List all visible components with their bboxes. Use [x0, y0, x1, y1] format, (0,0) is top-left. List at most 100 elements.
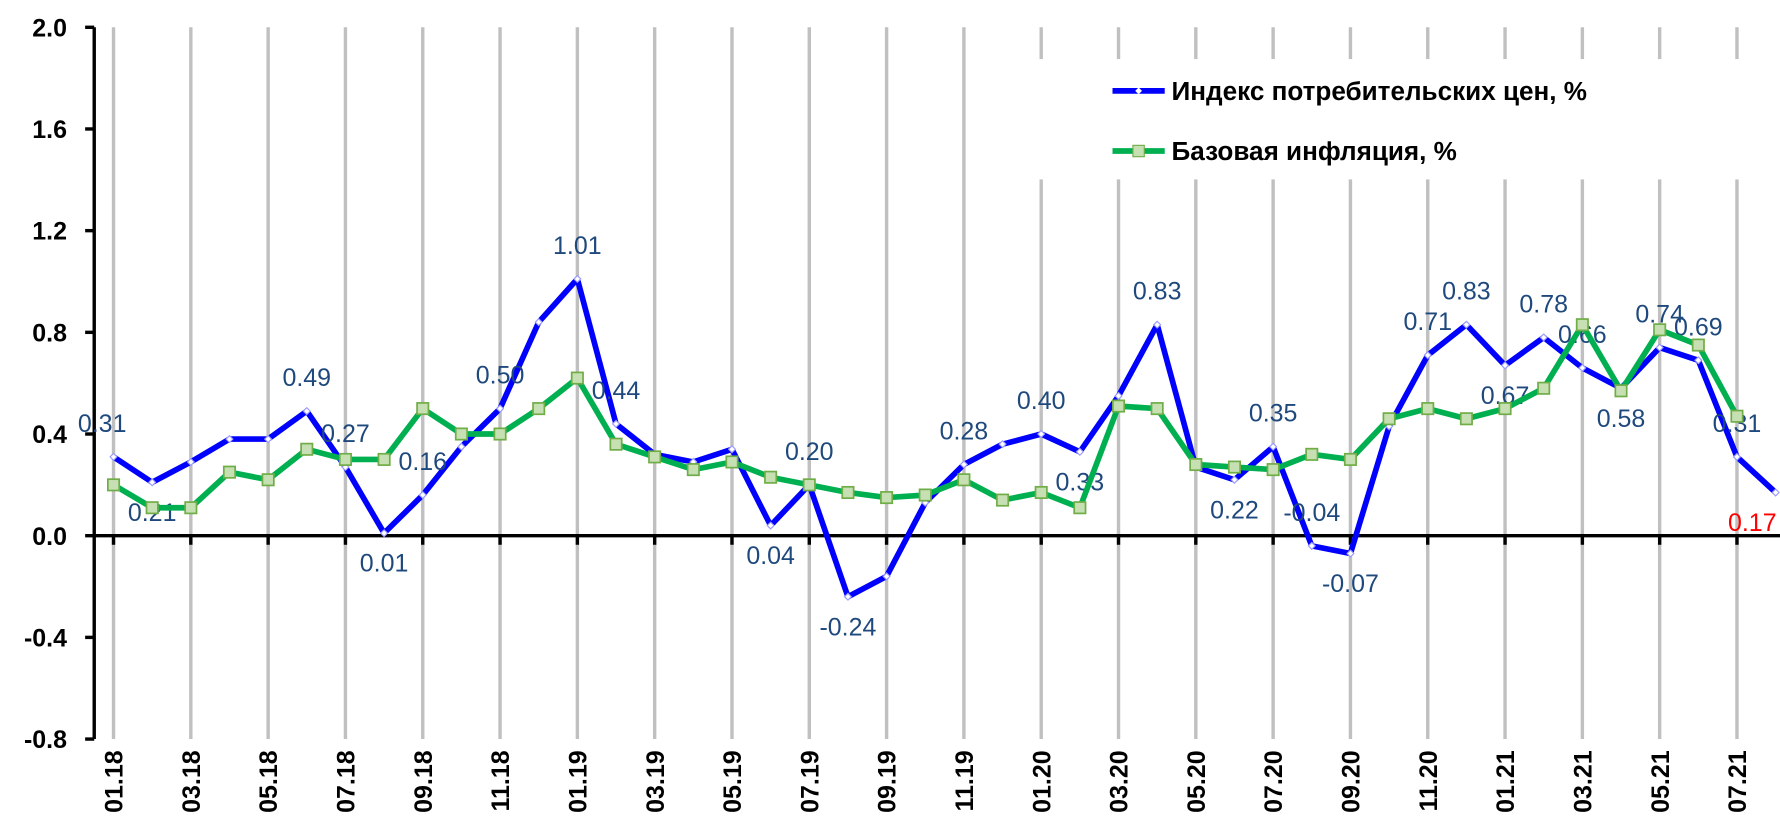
point-marker: [222, 465, 237, 479]
y-tick-label: 1.6: [32, 116, 67, 144]
point-marker: [416, 402, 430, 416]
x-tick-label: 01.20: [1028, 750, 1056, 812]
x-tick-label: 07.19: [796, 750, 824, 812]
y-tick-label: -0.4: [24, 624, 67, 652]
point-marker: [109, 452, 118, 462]
point-marker: [184, 501, 198, 515]
x-tick-label: 11.18: [487, 750, 515, 811]
point-marker: [648, 450, 662, 464]
data-label: 0.71: [1403, 308, 1452, 336]
point-marker: [996, 493, 1010, 507]
point-marker: [1421, 402, 1435, 416]
x-tick-label: 03.20: [1106, 750, 1134, 812]
point-marker: [377, 452, 391, 466]
point-marker: [611, 419, 621, 429]
data-label: 0.27: [321, 420, 370, 448]
point-marker: [802, 478, 816, 492]
point-marker: [686, 463, 700, 477]
point-marker: [1114, 391, 1123, 401]
point-marker: [1382, 412, 1396, 426]
data-label: -0.07: [1322, 570, 1379, 598]
data-label: 0.83: [1442, 278, 1491, 306]
point-marker: [1230, 475, 1239, 484]
x-tick-label: 05.20: [1183, 750, 1211, 812]
x-tick-label: 01.21: [1492, 750, 1520, 813]
data-label: 0.49: [282, 364, 331, 392]
x-tick-label: 01.19: [564, 750, 592, 812]
point-marker: [998, 439, 1007, 449]
data-label: 0.83: [1133, 278, 1182, 306]
data-label: 0.50: [476, 362, 525, 390]
point-marker: [186, 457, 196, 467]
point-marker: [1073, 501, 1087, 515]
point-marker: [493, 427, 507, 441]
point-marker: [1305, 447, 1319, 461]
point-marker: [1423, 351, 1432, 360]
legend-marker: [1132, 144, 1145, 158]
data-label: 0.22: [1210, 496, 1259, 524]
x-tick-label: 07.20: [1260, 750, 1288, 812]
legend-label: Индекс потребительских цен, %: [1172, 76, 1587, 106]
point-marker: [1730, 409, 1744, 423]
point-marker: [959, 460, 969, 469]
point-marker: [1346, 549, 1355, 558]
data-label: -0.24: [819, 613, 876, 641]
series-line: [111, 276, 1778, 600]
point-marker: [263, 434, 273, 444]
data-label: 0.01: [360, 550, 409, 578]
point-marker: [766, 521, 775, 530]
x-tick-label: 03.18: [178, 750, 206, 813]
y-tick-label: 0.4: [32, 421, 67, 449]
data-label: 0.58: [1597, 405, 1646, 433]
point-marker: [573, 274, 582, 284]
point-marker: [1268, 442, 1278, 451]
point-marker: [1037, 429, 1046, 439]
x-tick-label: 05.21: [1647, 750, 1675, 813]
point-marker: [1537, 381, 1551, 395]
point-marker: [918, 488, 932, 502]
point-marker: [338, 452, 352, 466]
y-tick-label: 1.2: [32, 218, 67, 246]
x-tick-label: 01.18: [101, 750, 129, 813]
point-marker: [570, 371, 584, 385]
y-tick-label: 0.8: [32, 319, 67, 347]
y-tick-label: 2.0: [32, 14, 67, 42]
data-label: 0.04: [746, 542, 795, 570]
point-marker: [1111, 399, 1126, 413]
point-marker: [379, 528, 389, 538]
x-tick-label: 09.19: [874, 750, 902, 812]
point-marker: [145, 501, 159, 515]
x-tick-label: 03.21: [1569, 750, 1597, 813]
y-tick-label: 0.0: [32, 523, 67, 551]
point-marker: [882, 572, 891, 581]
point-marker: [454, 427, 468, 441]
point-marker: [418, 490, 427, 500]
point-marker: [532, 402, 546, 416]
point-marker: [1498, 402, 1512, 416]
x-tick-label: 09.20: [1338, 750, 1366, 812]
point-marker: [1691, 338, 1705, 352]
point-marker: [1732, 452, 1742, 462]
point-marker: [1614, 384, 1628, 398]
point-marker: [1694, 356, 1703, 365]
data-label: -0.04: [1283, 499, 1340, 527]
point-marker: [1575, 318, 1589, 332]
point-marker: [880, 491, 894, 505]
point-marker: [147, 478, 157, 487]
x-tick-label: 09.18: [410, 750, 438, 813]
legend-marker: [1135, 87, 1143, 95]
point-marker: [1655, 343, 1664, 352]
point-marker: [1152, 320, 1162, 329]
data-label: 0.78: [1519, 290, 1568, 318]
point-marker: [1459, 412, 1473, 426]
point-marker: [457, 442, 466, 451]
point-marker: [534, 317, 543, 327]
data-label: 0.16: [398, 448, 447, 476]
data-label: 0.33: [1056, 468, 1105, 496]
x-tick-label: 11.19: [951, 750, 979, 811]
point-marker: [841, 485, 855, 500]
x-tick-label: 03.19: [642, 750, 670, 812]
x-tick-label: 07.18: [333, 750, 361, 813]
point-marker: [1462, 320, 1471, 329]
